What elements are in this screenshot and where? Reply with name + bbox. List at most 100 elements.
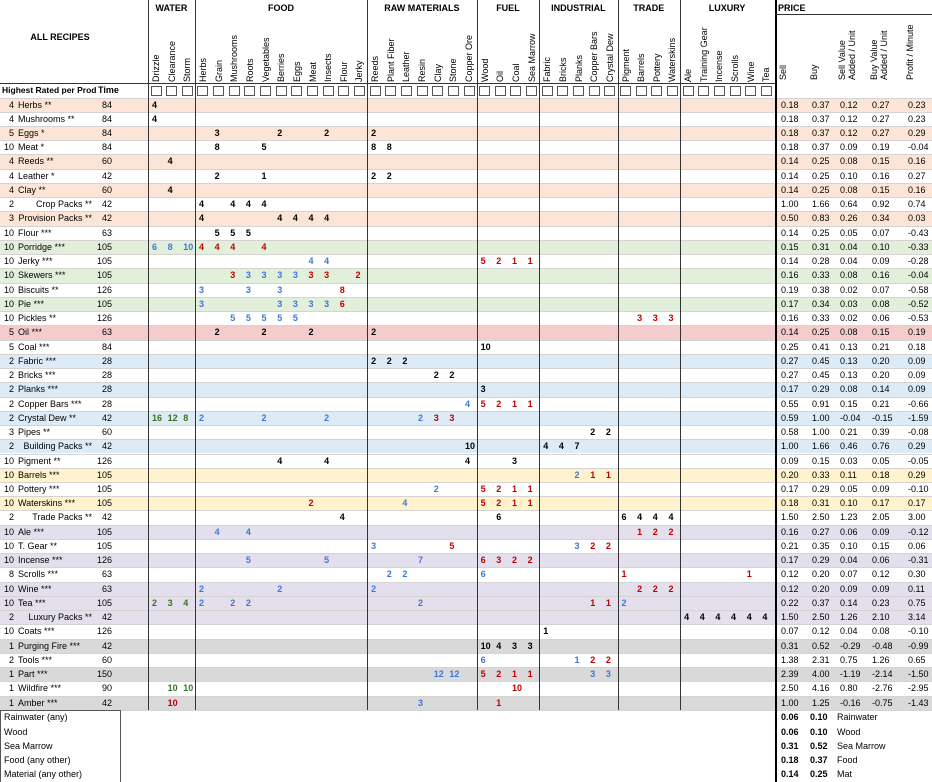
ingredient-amount: 2 — [418, 597, 424, 608]
filter-checkbox[interactable] — [166, 86, 178, 96]
ingredient-amount: 4 — [277, 213, 283, 224]
filter-checkbox[interactable] — [620, 86, 631, 96]
ingredient-amount: 2 — [496, 483, 502, 494]
recipe-count: 10 — [3, 483, 14, 494]
filter-checkbox[interactable] — [307, 86, 318, 96]
filter-checkbox[interactable] — [713, 86, 725, 96]
filter-checkbox[interactable] — [213, 86, 225, 96]
price-value: 0.04 — [840, 555, 858, 566]
filter-checkbox[interactable] — [698, 86, 710, 96]
recipe-time: 105 — [96, 469, 112, 480]
ingredient-amount: 2 — [621, 597, 627, 608]
ingredient-amount: 2 — [386, 569, 392, 580]
filter-checkbox[interactable] — [666, 86, 678, 96]
recipe-time: 42 — [101, 170, 112, 181]
ingredient-amount: 5 — [480, 398, 486, 409]
filter-checkbox[interactable] — [479, 86, 491, 96]
ingredient-amount: 3 — [167, 597, 173, 608]
ingredient-amount: 2 — [496, 498, 502, 509]
filter-checkbox[interactable] — [635, 86, 647, 96]
ingredient-amount: 2 — [511, 555, 517, 566]
row-line — [0, 368, 932, 370]
group-separator — [539, 0, 541, 710]
filter-checkbox[interactable] — [385, 86, 397, 96]
row-line — [0, 425, 932, 427]
price-value: 0.75 — [908, 597, 926, 608]
filter-checkbox[interactable] — [557, 86, 569, 96]
filter-checkbox[interactable] — [353, 86, 365, 96]
recipe-count: 5 — [8, 127, 14, 138]
filter-checkbox[interactable] — [416, 86, 428, 96]
price-value: 0.06 — [840, 526, 858, 537]
row-line — [0, 481, 932, 483]
filter-checkbox[interactable] — [181, 86, 193, 96]
price-value: -0.31 — [908, 555, 929, 566]
price-value: 0.11 — [908, 583, 925, 594]
filter-checkbox[interactable] — [197, 86, 209, 96]
recipe-name: Scrolls *** — [18, 569, 59, 580]
filter-checkbox[interactable] — [463, 86, 475, 96]
price-value: 0.37 — [812, 127, 830, 138]
price-value: 0.10 — [872, 241, 890, 252]
filter-checkbox[interactable] — [150, 86, 162, 96]
price-value: -0.48 — [872, 640, 893, 651]
ingredient-amount: 2 — [590, 540, 596, 551]
recipe-count: 4 — [8, 113, 14, 124]
recipe-name: Mushrooms ** — [18, 113, 75, 124]
filter-checkbox[interactable] — [291, 86, 303, 96]
filter-checkbox[interactable] — [322, 86, 334, 96]
filter-checkbox[interactable] — [651, 86, 663, 96]
ingredient-amount: 3 — [324, 270, 330, 281]
price-value: -0.58 — [908, 284, 929, 295]
filter-checkbox[interactable] — [541, 86, 553, 96]
price-value: 0.17 — [908, 498, 926, 509]
filter-checkbox[interactable] — [604, 86, 616, 96]
recipe-name: Tea *** — [18, 597, 46, 608]
filter-checkbox[interactable] — [400, 86, 412, 96]
price-value: 0.05 — [840, 227, 858, 238]
price-value: 0.07 — [840, 569, 858, 580]
filter-checkbox[interactable] — [729, 86, 741, 96]
price-value: 0.31 — [781, 640, 799, 651]
row-background — [0, 595, 932, 611]
filter-checkbox[interactable] — [494, 86, 506, 96]
footer-buy: 0.25 — [810, 769, 828, 780]
row-background — [0, 296, 932, 312]
row-line — [0, 353, 932, 355]
filter-checkbox[interactable] — [510, 86, 522, 96]
footer-label: Material (any other) — [4, 769, 83, 780]
ingredient-amount: 5 — [245, 313, 251, 324]
row-background — [0, 581, 932, 596]
row-line — [0, 197, 932, 199]
ingredient-amount: 5 — [449, 540, 455, 551]
column-header: Roots — [244, 58, 255, 82]
filter-checkbox[interactable] — [682, 86, 694, 96]
filter-checkbox[interactable] — [526, 86, 538, 96]
filter-checkbox[interactable] — [588, 86, 600, 96]
filter-checkbox[interactable] — [573, 86, 585, 96]
filter-checkbox[interactable] — [338, 86, 350, 96]
filter-checkbox[interactable] — [447, 86, 459, 96]
filter-checkbox[interactable] — [244, 86, 256, 96]
column-header: Storm — [182, 57, 193, 82]
recipe-name: Wine *** — [18, 583, 52, 594]
row-line — [0, 111, 932, 113]
price-value: 0.13 — [840, 355, 858, 366]
filter-checkbox[interactable] — [432, 86, 444, 96]
recipe-count: 2 — [8, 199, 14, 210]
price-header: Sell — [778, 64, 788, 80]
price-value: 0.28 — [812, 256, 830, 267]
price-value: -2.95 — [908, 683, 929, 694]
filter-checkbox[interactable] — [369, 86, 381, 96]
ingredient-amount: 10 — [183, 683, 194, 694]
recipe-time: 28 — [101, 355, 112, 366]
filter-checkbox[interactable] — [228, 86, 240, 96]
price-value: 0.20 — [781, 469, 799, 480]
filter-checkbox[interactable] — [260, 86, 272, 96]
filter-checkbox[interactable] — [745, 86, 757, 96]
recipe-time: 84 — [101, 113, 112, 124]
filter-checkbox[interactable] — [275, 86, 287, 96]
filter-checkbox[interactable] — [760, 86, 772, 96]
price-header: Buy — [809, 64, 819, 80]
ingredient-amount: 2 — [214, 170, 220, 181]
